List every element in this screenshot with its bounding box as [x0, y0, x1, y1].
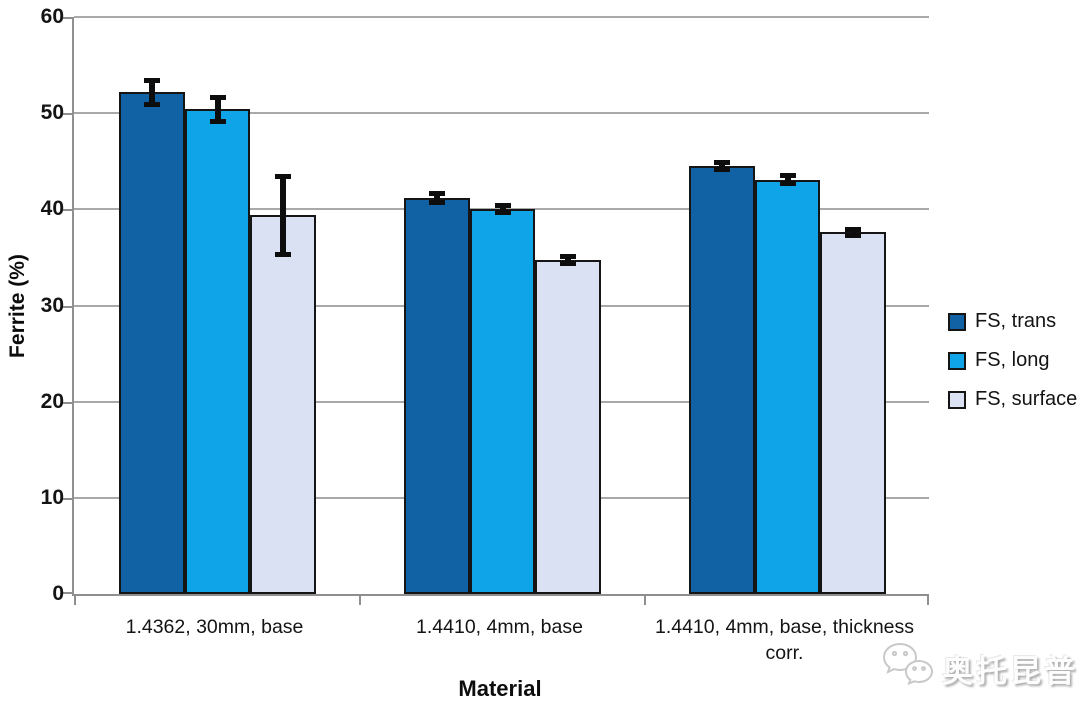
legend-swatch: [948, 390, 966, 409]
y-tick-label: 0: [52, 582, 64, 605]
error-bar-cap: [143, 101, 160, 107]
x-axis-title: Material: [458, 676, 542, 701]
bar: [250, 215, 317, 594]
gridline: [74, 112, 929, 115]
legend-item: FS, surface: [948, 388, 1077, 411]
error-bar-cap: [779, 172, 796, 178]
legend-swatch: [948, 312, 966, 331]
watermark-text: 奥托昆普: [942, 654, 1078, 689]
error-bar: [499, 205, 506, 214]
error-bar-cap: [428, 190, 445, 196]
error-bar-cap: [845, 226, 862, 232]
error-bar: [784, 174, 791, 185]
legend-item: FS, long: [948, 349, 1077, 372]
wechat-icon: [880, 641, 936, 696]
error-bar: [214, 96, 221, 122]
y-tick-mark: [63, 209, 74, 212]
error-bar-cap: [428, 199, 445, 205]
error-bar-cap: [713, 166, 730, 172]
error-bar-cap: [143, 77, 160, 83]
y-tick-label: 40: [40, 197, 64, 221]
bar: [535, 260, 602, 594]
gridline: [74, 16, 929, 18]
bar: [820, 232, 887, 594]
y-tick-label: 20: [40, 389, 64, 413]
legend-swatch: [948, 351, 966, 370]
y-tick-mark: [63, 305, 74, 308]
bar: [689, 166, 755, 594]
y-tick-label: 50: [40, 101, 64, 125]
bar: [469, 209, 536, 594]
x-tick-mark: [359, 596, 361, 605]
x-tick-mark: [74, 596, 76, 605]
legend-label: FS, trans: [975, 310, 1057, 332]
bar: [404, 197, 470, 594]
error-bar-cap: [560, 254, 577, 260]
error-bar: [565, 256, 572, 265]
y-tick-mark: [63, 17, 74, 19]
bar: [119, 92, 185, 594]
error-bar-cap: [713, 160, 730, 166]
legend-item: FS, trans: [948, 310, 1077, 333]
x-tick-label: 1.4410, 4mm, base: [416, 616, 583, 638]
error-bar-cap: [779, 181, 796, 187]
y-tick-mark: [63, 592, 74, 594]
plot-area: [63, 16, 929, 605]
y-tick-label: 30: [40, 293, 64, 317]
error-bar: [850, 228, 857, 237]
y-tick-label: 10: [40, 485, 64, 509]
watermark: 奥托昆普: [880, 641, 1078, 696]
error-bar-cap: [845, 233, 862, 239]
error-bar: [280, 175, 287, 255]
error-bar-cap: [494, 210, 511, 216]
error-bar: [433, 192, 440, 203]
error-bar-cap: [275, 173, 292, 179]
error-bar: [148, 79, 155, 105]
legend-label: FS, surface: [975, 388, 1078, 410]
bar: [754, 179, 821, 594]
bar: [184, 109, 251, 594]
y-tick-mark: [63, 401, 74, 404]
error-bar-cap: [275, 251, 292, 257]
y-tick-mark: [63, 497, 74, 500]
error-bar-cap: [209, 118, 226, 124]
error-bar-cap: [209, 94, 226, 100]
x-tick-label: 1.4410, 4mm, base, thickness corr.: [654, 616, 915, 664]
y-tick-mark: [63, 113, 74, 116]
legend-label: FS, long: [975, 349, 1050, 371]
y-tick-label: 60: [40, 5, 64, 28]
x-tick-mark: [644, 596, 646, 605]
x-tick-mark: [927, 596, 929, 605]
error-bar-cap: [494, 203, 511, 209]
x-tick-label: 1.4362, 30mm, base: [125, 616, 304, 638]
error-bar-cap: [560, 261, 577, 267]
legend: FS, trans FS, long FS, surface: [948, 310, 1077, 427]
error-bar: [718, 162, 725, 170]
